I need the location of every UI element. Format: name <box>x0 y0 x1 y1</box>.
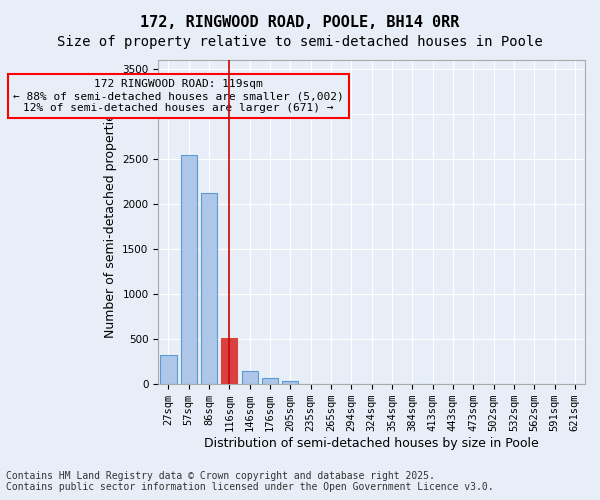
Text: Contains HM Land Registry data © Crown copyright and database right 2025.
Contai: Contains HM Land Registry data © Crown c… <box>6 471 494 492</box>
Text: Size of property relative to semi-detached houses in Poole: Size of property relative to semi-detach… <box>57 35 543 49</box>
X-axis label: Distribution of semi-detached houses by size in Poole: Distribution of semi-detached houses by … <box>204 437 539 450</box>
Bar <box>221 338 238 384</box>
Text: 172, RINGWOOD ROAD, POOLE, BH14 0RR: 172, RINGWOOD ROAD, POOLE, BH14 0RR <box>140 15 460 30</box>
Text: 172 RINGWOOD ROAD: 119sqm
← 88% of semi-detached houses are smaller (5,002)
12% : 172 RINGWOOD ROAD: 119sqm ← 88% of semi-… <box>13 80 344 112</box>
Bar <box>242 371 258 384</box>
Bar <box>181 156 197 384</box>
Y-axis label: Number of semi-detached properties: Number of semi-detached properties <box>104 106 117 338</box>
Bar <box>262 378 278 384</box>
Bar <box>282 381 298 384</box>
Bar <box>160 354 176 384</box>
Bar <box>201 194 217 384</box>
